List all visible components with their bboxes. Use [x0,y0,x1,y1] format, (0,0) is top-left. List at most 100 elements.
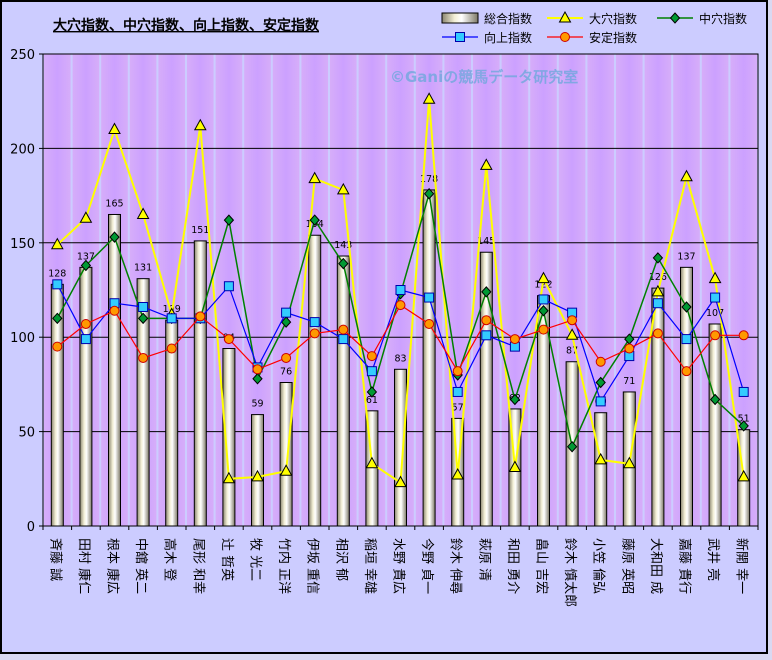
series-point-中穴指数 [109,231,120,243]
series-point-安定指数 [309,328,320,339]
series-point-安定指数 [424,318,435,329]
x-tick-label: 畠山 吉宏 [534,538,550,594]
legend-marker-大穴指数 [558,10,572,23]
series-point-中穴指数 [223,214,235,226]
y-tick-label: 250 [10,48,35,63]
series-point-安定指数 [538,324,549,335]
bar [651,287,665,527]
series-point-安定指数 [80,318,91,329]
series-point-安定指数 [452,366,463,377]
series-point-大穴指数 [365,456,379,469]
bar [336,255,350,527]
series-point-中穴指数 [52,312,63,325]
series-point-大穴指数 [737,469,751,482]
series-point-中穴指数 [481,286,492,298]
series-point-安定指数 [195,311,206,322]
series-point-大穴指数 [279,464,293,476]
series-point-向上指数 [681,334,692,345]
series-point-中穴指数 [338,257,349,270]
bar [394,368,407,527]
series-point-大穴指数 [479,158,493,170]
series-point-中穴指数 [309,214,320,226]
bar [680,266,693,527]
x-tick-label: 鈴木 慎太郎 [562,538,577,607]
series-point-向上指数 [80,334,91,345]
watermark: ©Ganiの競馬データ研究室 [390,68,578,86]
series-point-中穴指数 [137,312,149,325]
series-point-中穴指数 [252,372,263,385]
x-tick-label: 鈴木 伸尋 [448,538,463,594]
bar-data-label: 178 [420,174,438,185]
chart-title: 大穴指数、中穴指数、向上指数、安定指数 [53,17,320,34]
x-tick-label: 高木 登 [162,538,178,581]
bar-data-label: 143 [334,240,352,251]
legend-marker-向上指数 [455,32,465,42]
y-tick-label: 50 [18,426,35,441]
x-tick-label: 水野 貴広 [391,538,406,594]
bar [308,234,322,527]
series-point-安定指数 [109,305,120,316]
x-tick-label: 藤原 英昭 [619,538,634,594]
x-tick-label: 嘉藤 貴行 [677,538,692,594]
series-point-大穴指数 [308,171,322,184]
bar [279,382,293,527]
series-point-大穴指数 [79,211,93,223]
series-point-安定指数 [281,352,292,363]
series-point-大穴指数 [108,122,121,135]
series-point-向上指数 [166,313,177,324]
series-point-大穴指数 [336,182,350,195]
y-tick-label: 150 [10,237,35,252]
series-point-大穴指数 [622,456,636,469]
bar [594,412,608,527]
x-tick-label: 今野 貞一 [419,538,435,594]
series-point-向上指数 [424,292,435,303]
series-point-向上指数 [366,366,377,377]
bar-data-label: 51 [738,414,750,425]
series-point-大穴指数 [394,475,407,488]
x-tick-label: 相沢 郁 [333,538,348,581]
y-tick-label: 0 [27,520,35,535]
series-point-中穴指数 [738,420,749,432]
series-point-向上指数 [395,285,406,295]
legend-label: 中穴指数 [699,11,747,26]
x-tick-label: 尾形 和幸 [190,538,205,594]
x-tick-label: 大和田 成 [648,538,663,594]
x-tick-label: 斉藤 誠 [47,538,63,581]
series-point-向上指数 [652,298,663,309]
series-point-向上指数 [738,386,749,397]
series-point-向上指数 [338,334,349,345]
series-point-大穴指数 [651,284,665,297]
series-point-向上指数 [452,386,463,397]
bar [108,213,121,527]
series-point-大穴指数 [193,118,207,131]
series-point-向上指数 [538,294,549,305]
series-point-向上指数 [281,307,292,318]
legend-label: 向上指数 [484,30,532,45]
bar [708,323,722,527]
series-point-中穴指数 [652,252,664,264]
x-tick-label: 竹内 正洋 [276,538,292,594]
x-tick-label: 田村 康仁 [76,538,92,594]
series-point-大穴指数 [251,469,264,482]
legend-label: 総合指数 [484,11,532,26]
series-point-大穴指数 [222,471,236,484]
x-tick-label: 和田 勇介 [505,538,520,594]
series-point-向上指数 [138,301,149,312]
series-point-安定指数 [567,315,578,326]
series-point-中穴指数 [423,187,435,200]
bar-data-label: 59 [251,399,263,410]
bar-data-label: 131 [134,263,152,274]
series-point-大穴指数 [565,328,579,340]
bar [136,278,150,527]
bar [193,240,207,527]
bar-data-label: 87 [566,346,578,357]
series-point-中穴指数 [366,386,378,398]
y-tick-label: 100 [10,331,35,346]
series-point-大穴指数 [422,92,436,104]
legend-label: 大穴指数 [589,11,637,26]
x-tick-label: 萩原 清 [476,538,491,581]
series-point-安定指数 [223,334,234,345]
bar-data-label: 128 [48,268,66,279]
